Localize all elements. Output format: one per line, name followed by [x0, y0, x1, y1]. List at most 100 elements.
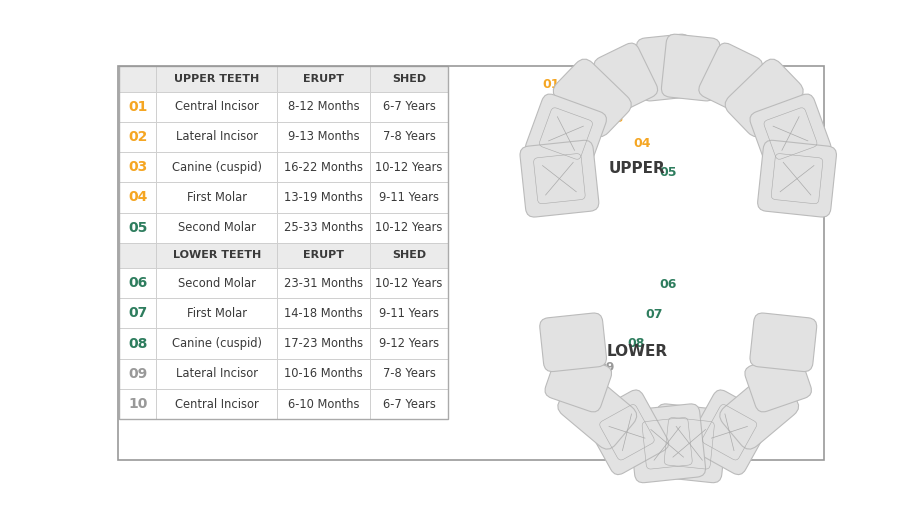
- Text: First Molar: First Molar: [187, 191, 246, 204]
- Bar: [278, 268, 369, 298]
- FancyBboxPatch shape: [585, 390, 669, 475]
- Bar: [119, 152, 156, 183]
- FancyBboxPatch shape: [750, 313, 817, 372]
- Bar: [119, 359, 156, 389]
- Text: 10-16 Months: 10-16 Months: [284, 367, 363, 380]
- Text: Second Molar: Second Molar: [177, 277, 255, 290]
- Text: 10-12 Years: 10-12 Years: [375, 277, 443, 290]
- Bar: [369, 152, 448, 183]
- Bar: [369, 243, 448, 268]
- Text: 7-8 Years: 7-8 Years: [382, 367, 436, 380]
- Bar: [369, 67, 448, 92]
- Bar: [156, 92, 278, 122]
- Bar: [278, 298, 369, 329]
- Text: 05: 05: [128, 220, 147, 235]
- Text: SHED: SHED: [392, 251, 426, 261]
- Bar: [369, 298, 448, 329]
- Bar: [278, 243, 369, 268]
- Text: 04: 04: [128, 190, 147, 204]
- Bar: [369, 122, 448, 152]
- Text: 6-10 Months: 6-10 Months: [288, 398, 359, 411]
- Bar: [119, 183, 156, 213]
- Text: Lateral Incisor: Lateral Incisor: [176, 131, 257, 144]
- FancyBboxPatch shape: [545, 352, 612, 412]
- Text: 02: 02: [574, 93, 592, 106]
- Bar: [156, 122, 278, 152]
- Bar: [119, 213, 156, 243]
- Bar: [119, 389, 156, 419]
- Bar: [369, 213, 448, 243]
- Text: 03: 03: [128, 160, 147, 174]
- Bar: [119, 122, 156, 152]
- Bar: [278, 213, 369, 243]
- Text: 6-7 Years: 6-7 Years: [382, 398, 436, 411]
- Text: 13-19 Months: 13-19 Months: [284, 191, 363, 204]
- Text: 03: 03: [607, 112, 624, 125]
- Bar: [119, 92, 156, 122]
- Text: 10-12 Years: 10-12 Years: [375, 161, 443, 174]
- Bar: [156, 183, 278, 213]
- Text: 09: 09: [128, 367, 147, 381]
- Text: 17-23 Months: 17-23 Months: [284, 337, 363, 350]
- Text: 08: 08: [128, 336, 147, 350]
- Text: 05: 05: [659, 166, 676, 179]
- Bar: [278, 152, 369, 183]
- Bar: [369, 329, 448, 359]
- Bar: [156, 213, 278, 243]
- Text: 8-12 Months: 8-12 Months: [288, 100, 359, 113]
- FancyBboxPatch shape: [687, 390, 771, 475]
- Text: 7-8 Years: 7-8 Years: [382, 131, 436, 144]
- Text: 10: 10: [128, 397, 147, 411]
- FancyBboxPatch shape: [720, 373, 799, 449]
- Text: 07: 07: [645, 308, 663, 321]
- Bar: [119, 67, 156, 92]
- Text: Second Molar: Second Molar: [177, 221, 255, 234]
- FancyBboxPatch shape: [750, 94, 831, 173]
- Bar: [278, 329, 369, 359]
- Bar: [156, 298, 278, 329]
- Bar: [369, 389, 448, 419]
- Text: 9-13 Months: 9-13 Months: [288, 131, 359, 144]
- Text: 04: 04: [633, 137, 651, 150]
- Text: Lateral Incisor: Lateral Incisor: [176, 367, 257, 380]
- Bar: [156, 389, 278, 419]
- Bar: [119, 329, 156, 359]
- Bar: [119, 67, 448, 419]
- FancyBboxPatch shape: [594, 43, 658, 111]
- Text: 9-11 Years: 9-11 Years: [379, 307, 439, 320]
- Bar: [278, 389, 369, 419]
- Text: 9-11 Years: 9-11 Years: [379, 191, 439, 204]
- Bar: [369, 92, 448, 122]
- Bar: [119, 268, 156, 298]
- Bar: [156, 268, 278, 298]
- Text: UPPER: UPPER: [608, 161, 665, 176]
- Text: First Molar: First Molar: [187, 307, 246, 320]
- Bar: [369, 183, 448, 213]
- FancyBboxPatch shape: [637, 34, 695, 101]
- Text: 07: 07: [128, 306, 147, 320]
- FancyBboxPatch shape: [539, 313, 607, 372]
- Text: 01: 01: [542, 78, 560, 91]
- Text: 10: 10: [554, 385, 572, 398]
- Bar: [156, 152, 278, 183]
- Text: 23-31 Months: 23-31 Months: [284, 277, 363, 290]
- Bar: [156, 67, 278, 92]
- FancyBboxPatch shape: [698, 43, 763, 111]
- Bar: [156, 359, 278, 389]
- Text: 16-22 Months: 16-22 Months: [284, 161, 363, 174]
- FancyBboxPatch shape: [744, 352, 811, 412]
- FancyBboxPatch shape: [520, 140, 599, 217]
- Text: 14-18 Months: 14-18 Months: [284, 307, 363, 320]
- Text: Canine (cuspid): Canine (cuspid): [172, 161, 262, 174]
- Bar: [119, 298, 156, 329]
- FancyBboxPatch shape: [662, 34, 720, 101]
- Text: 02: 02: [128, 130, 147, 144]
- Bar: [119, 243, 156, 268]
- FancyBboxPatch shape: [757, 140, 836, 217]
- Bar: [156, 243, 278, 268]
- Text: 6-7 Years: 6-7 Years: [382, 100, 436, 113]
- FancyBboxPatch shape: [553, 59, 631, 137]
- Bar: [369, 359, 448, 389]
- FancyBboxPatch shape: [526, 94, 607, 173]
- Text: Central Incisor: Central Incisor: [175, 398, 258, 411]
